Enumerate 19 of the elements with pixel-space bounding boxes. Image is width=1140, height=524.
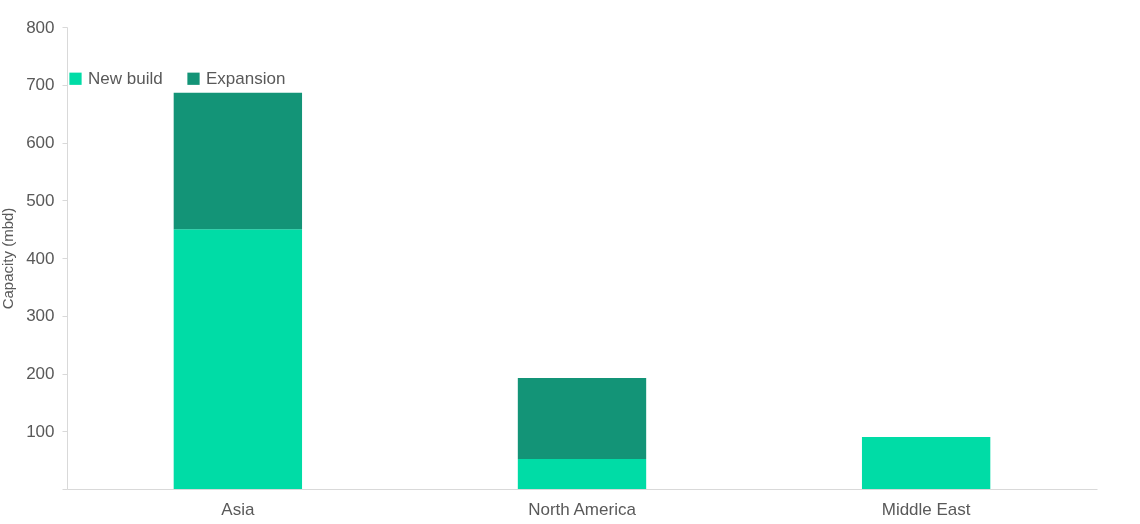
- x-tick-label: North America: [528, 499, 637, 519]
- y-axis-title: Capacity (mbd): [0, 207, 17, 310]
- y-tick-label: 500: [26, 190, 55, 210]
- bar: [861, 437, 991, 489]
- y-tick-label: 600: [26, 133, 55, 152]
- y-tick-label: 700: [26, 75, 55, 95]
- y-tick-label: 200: [26, 364, 55, 383]
- bar: [517, 378, 647, 459]
- y-tick-label: 400: [26, 248, 55, 268]
- bar: [173, 92, 303, 230]
- bar: [173, 229, 303, 489]
- legend-label: Expansion: [206, 68, 286, 88]
- y-tick-label: 100: [26, 421, 55, 441]
- y-tick-label: 300: [26, 306, 55, 326]
- x-tick-label: Middle East: [881, 499, 971, 519]
- x-tick-label: Asia: [221, 499, 255, 519]
- legend-label: New build: [88, 68, 163, 88]
- y-tick-label: 800: [26, 17, 55, 37]
- bar: [517, 458, 647, 489]
